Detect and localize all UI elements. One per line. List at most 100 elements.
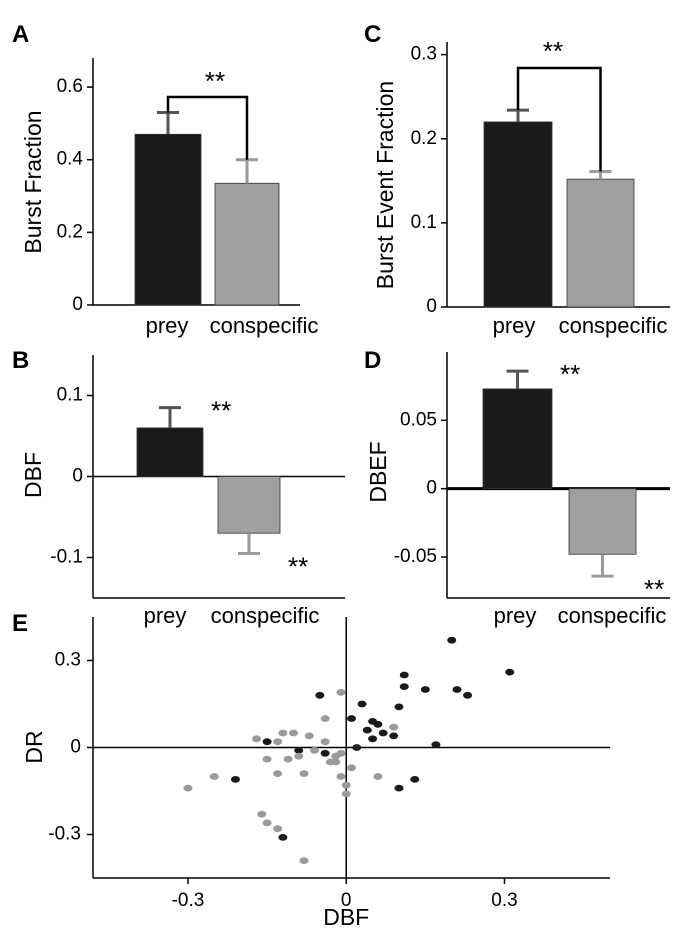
prey-point bbox=[373, 720, 383, 728]
category-label: prey bbox=[144, 603, 187, 628]
conspecific-point bbox=[389, 723, 399, 731]
y-tick-label: 0 bbox=[426, 296, 437, 317]
conspecific-point bbox=[294, 752, 304, 760]
conspecific-point bbox=[299, 770, 309, 777]
conspecific-point bbox=[273, 825, 283, 833]
panel-e: E -0.3 0 0.3 -0.3 0 0.3 DBF DR bbox=[12, 610, 610, 930]
conspecific-point bbox=[283, 755, 293, 763]
x-tick-label: 0.3 bbox=[491, 890, 517, 911]
x-tick-label: 0 bbox=[341, 890, 352, 911]
significance-marker: ** bbox=[288, 551, 308, 581]
prey-point bbox=[262, 738, 272, 746]
significance-marker: ** bbox=[644, 574, 664, 604]
conspecific-point bbox=[347, 764, 356, 772]
conspecific-point bbox=[341, 790, 351, 798]
prey-point bbox=[352, 744, 362, 751]
y-tick-label: -0.3 bbox=[48, 824, 81, 845]
conspecific-point bbox=[331, 758, 341, 766]
y-tick-label: 0.2 bbox=[411, 128, 437, 149]
panel-letter: D bbox=[364, 347, 381, 374]
category-label: prey bbox=[494, 603, 537, 628]
conspecific-point bbox=[273, 738, 283, 746]
conspecific-point bbox=[278, 729, 288, 737]
panel-a: A Burst Fraction 0 0.2 0.4 0.6 prey conspecific… bbox=[12, 21, 318, 338]
x-tick-label: -0.3 bbox=[172, 890, 205, 911]
significance-bracket bbox=[166, 95, 249, 160]
prey-point bbox=[362, 726, 372, 734]
prey-point bbox=[378, 729, 388, 737]
y-tick-label: 0 bbox=[70, 737, 81, 758]
conspecific-point bbox=[373, 773, 383, 780]
prey-point bbox=[347, 715, 356, 722]
category-label: conspecific bbox=[210, 313, 319, 338]
conspecific-point bbox=[336, 689, 346, 696]
prey-point bbox=[394, 784, 404, 792]
panel-b: B DBF -0.1 0 0.1 prey ** conspecific ** bbox=[12, 347, 345, 628]
category-label: conspecific bbox=[559, 313, 668, 338]
prey-point bbox=[463, 691, 473, 699]
panel-c: C Burst Event Fraction 0 0.1 0.2 0.3 prey consp… bbox=[364, 21, 670, 338]
prey-point bbox=[315, 691, 325, 699]
y-tick-label: 0 bbox=[72, 466, 83, 487]
conspecific-point bbox=[299, 857, 309, 864]
y-tick-label: 0.6 bbox=[57, 76, 83, 97]
y-tick-label: -0.1 bbox=[50, 547, 83, 568]
conspecific-point bbox=[183, 784, 193, 792]
bar-conspecific bbox=[214, 182, 280, 306]
prey-point bbox=[278, 834, 288, 841]
bar-prey bbox=[134, 133, 202, 306]
category-label: conspecific bbox=[558, 603, 667, 628]
conspecific-point bbox=[262, 755, 272, 763]
prey-point bbox=[420, 686, 430, 693]
significance-marker: ** bbox=[543, 36, 563, 66]
y-tick-label: 0.05 bbox=[400, 409, 437, 430]
significance-marker: ** bbox=[560, 359, 580, 389]
y-tick-label: 0 bbox=[72, 294, 83, 315]
prey-point bbox=[431, 741, 441, 748]
category-label: prey bbox=[493, 313, 536, 338]
prey-point bbox=[447, 636, 457, 644]
panel-letter: C bbox=[364, 21, 381, 48]
panel-letter: A bbox=[12, 21, 29, 48]
prey-point bbox=[452, 686, 462, 693]
prey-point bbox=[505, 668, 515, 676]
y-tick-label: 0 bbox=[426, 478, 437, 499]
conspecific-point bbox=[252, 735, 262, 743]
conspecific-point bbox=[320, 715, 330, 722]
y-axis-label: DBEF bbox=[365, 441, 391, 502]
prey-point bbox=[230, 776, 240, 783]
panel-letter: E bbox=[12, 610, 28, 637]
prey-point bbox=[320, 749, 330, 757]
bar-conspecific bbox=[568, 488, 637, 555]
category-label: prey bbox=[146, 313, 189, 338]
x-axis-label: DBF bbox=[323, 904, 369, 930]
y-tick-label: -0.05 bbox=[394, 546, 437, 567]
y-tick-label: 0.2 bbox=[57, 221, 83, 242]
bar-prey bbox=[136, 427, 204, 477]
prey-point bbox=[394, 703, 404, 711]
conspecific-point bbox=[336, 773, 346, 780]
y-tick-label: 0.3 bbox=[55, 650, 81, 671]
significance-marker: ** bbox=[205, 66, 225, 96]
y-axis-label: Burst Fraction bbox=[20, 110, 46, 253]
y-tick-label: 0.1 bbox=[411, 212, 437, 233]
y-tick-label: 0.4 bbox=[57, 149, 84, 170]
conspecific-point bbox=[304, 732, 314, 740]
conspecific-point bbox=[331, 752, 341, 760]
conspecific-point bbox=[209, 773, 219, 780]
conspecific-point bbox=[257, 810, 267, 818]
prey-point bbox=[399, 671, 409, 679]
prey-point bbox=[389, 732, 399, 740]
y-axis-label: Burst Event Fraction bbox=[372, 81, 398, 289]
significance-bracket bbox=[516, 66, 602, 172]
prey-point bbox=[357, 700, 367, 708]
significance-marker: ** bbox=[211, 396, 231, 426]
y-axis-label: DR bbox=[21, 730, 47, 763]
conspecific-point bbox=[341, 781, 351, 789]
bar-prey bbox=[483, 121, 553, 308]
prey-point bbox=[368, 735, 378, 743]
conspecific-point bbox=[288, 729, 298, 737]
y-tick-label: 0.3 bbox=[411, 44, 437, 65]
